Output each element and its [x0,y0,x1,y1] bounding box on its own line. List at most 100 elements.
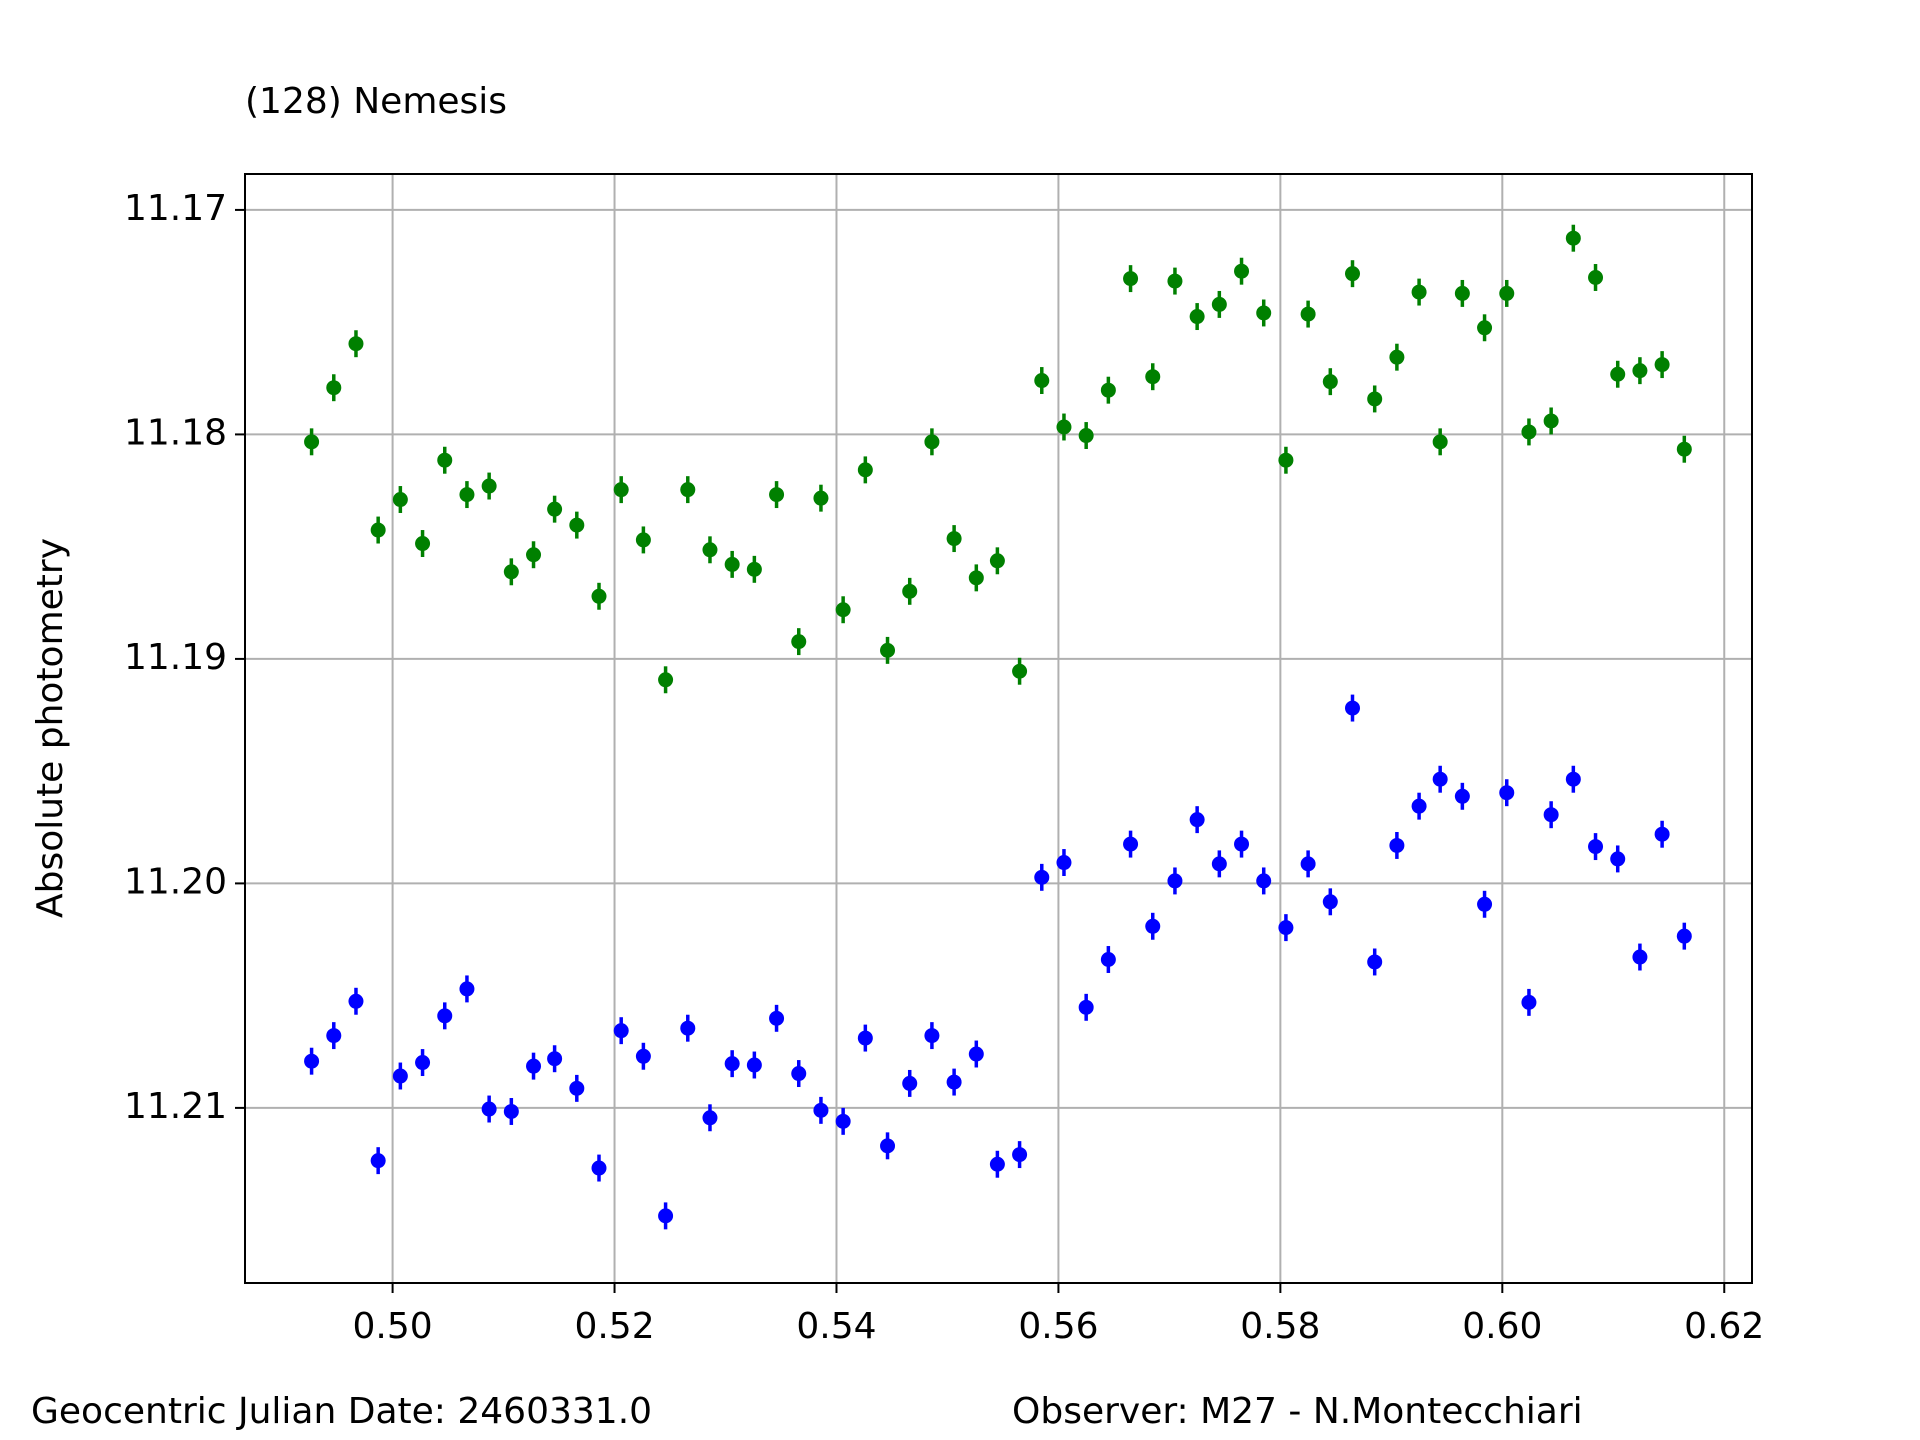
y-tick-label: 11.19 [124,637,227,678]
data-point [968,570,984,586]
data-point [835,1113,851,1129]
data-point [1145,918,1161,934]
footer-right: Observer: M27 - N.Montecchiari [1012,1391,1583,1432]
data-point [437,452,453,468]
data-point [902,1075,918,1091]
y-tick-label: 11.18 [124,412,227,453]
data-point [481,478,497,494]
data-point [1100,382,1116,398]
data-point [1211,856,1227,872]
data-point [1389,837,1405,853]
data-point [924,1028,940,1044]
data-point [304,434,320,450]
y-tick-label: 11.20 [124,861,227,902]
data-point [746,1057,762,1073]
data-point [392,1068,408,1084]
data-point [1056,855,1072,871]
data-point [304,1053,320,1069]
data-point [880,1138,896,1154]
data-point [1411,284,1427,300]
data-point [1543,413,1559,429]
data-point [813,1102,829,1118]
data-point [503,564,519,580]
data-point [481,1101,497,1117]
x-tick-label: 0.60 [1462,1306,1542,1347]
data-point [835,602,851,618]
data-point [1234,836,1250,852]
data-point [702,1110,718,1126]
data-point [547,501,563,517]
data-point [591,1160,607,1176]
data-point [613,482,629,498]
data-point [613,1023,629,1039]
x-tick-label: 0.54 [796,1306,876,1347]
data-point [1345,266,1361,282]
data-point [1499,285,1515,301]
data-point [1256,873,1272,889]
data-point [1012,663,1028,679]
data-point [1322,374,1338,390]
data-point [924,434,940,450]
data-point [1367,391,1383,407]
data-point [857,462,873,478]
data-point [1189,309,1205,325]
data-point [1278,920,1294,936]
data-point [547,1051,563,1067]
y-axis-label: Absolute photometry [30,538,71,918]
data-point [1521,994,1537,1010]
plot-frame [244,173,1753,1284]
data-point [769,1010,785,1026]
data-point [1477,320,1493,336]
data-point [503,1103,519,1119]
data-point [680,482,696,498]
data-point [370,522,386,538]
data-point [459,487,475,503]
data-point [1256,305,1272,321]
x-tick-label: 0.58 [1240,1306,1320,1347]
data-point [1588,269,1604,285]
data-point [1454,788,1470,804]
data-point [1477,896,1493,912]
data-point [1034,373,1050,389]
data-point [415,536,431,552]
footer-left: Geocentric Julian Date: 2460331.0 [31,1391,652,1432]
data-point [658,672,674,688]
y-tick-label: 11.21 [124,1086,227,1127]
data-point [392,492,408,508]
data-point [1499,785,1515,801]
data-point [635,1048,651,1064]
data-point [968,1046,984,1062]
data-point [989,1156,1005,1172]
data-point [437,1008,453,1024]
data-point [791,1066,807,1082]
data-point [989,553,1005,569]
data-point [1676,441,1692,457]
data-point [746,561,762,577]
data-point [1167,273,1183,289]
data-point [326,380,342,396]
data-point [526,1058,542,1074]
y-tick-label: 11.17 [124,188,227,229]
data-point [1078,428,1094,444]
data-point [1189,812,1205,828]
data-point [1234,263,1250,279]
data-point [946,1074,962,1090]
data-point [813,490,829,506]
data-point [1034,869,1050,885]
data-point [526,547,542,563]
data-point [1056,419,1072,435]
data-point [902,583,918,599]
data-point [1278,452,1294,468]
data-point [724,556,740,572]
data-point [769,487,785,503]
x-tick-label: 0.56 [1018,1306,1098,1347]
data-point [1543,807,1559,823]
data-point [1654,826,1670,842]
data-point [415,1055,431,1071]
data-point [1078,999,1094,1015]
chart-title: (128) Nemesis [245,81,507,122]
data-point [1432,771,1448,787]
data-point [1676,928,1692,944]
data-point [326,1028,342,1044]
